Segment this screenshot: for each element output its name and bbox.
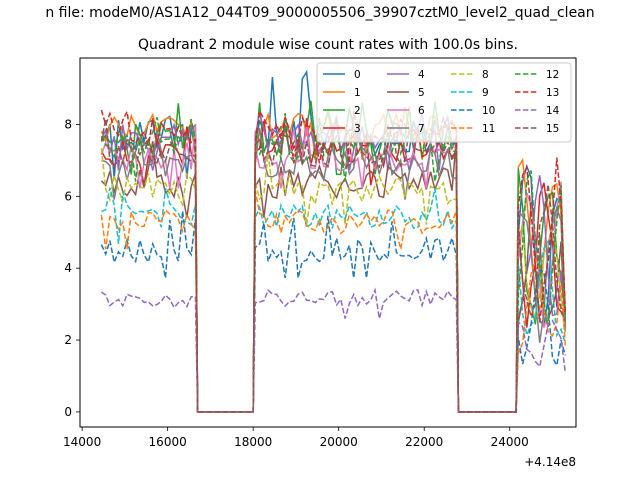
x-tick-label: 20000 [320, 435, 358, 449]
legend-label: 3 [354, 123, 361, 135]
y-tick-label: 8 [64, 117, 72, 131]
series-line-11 [100, 190, 567, 413]
legend-label: 2 [354, 105, 361, 117]
y-tick-label: 0 [64, 405, 72, 419]
legend-label: 6 [418, 105, 425, 117]
x-tick-label: 18000 [234, 435, 272, 449]
y-tick-label: 2 [64, 333, 72, 347]
tick-layer: 14000 16000 18000 20000 22000 24000 0 2 4 6 8 [63, 117, 529, 449]
series-line-12 [100, 113, 567, 413]
legend-label: 0 [354, 69, 361, 81]
series-line-7 [101, 127, 567, 413]
legend-label: 1 [354, 87, 361, 99]
x-tick-label: 16000 [149, 435, 187, 449]
legend-label: 5 [418, 87, 425, 99]
axes-frame [79, 57, 577, 428]
legend-box [316, 62, 572, 143]
series-line-5 [100, 139, 567, 413]
y-tick-label: 4 [64, 261, 72, 275]
legend-label: 4 [418, 69, 425, 81]
legend-label: 14 [546, 105, 560, 117]
figure-suptitle: n file: modeM0/AS1A12_044T09_9000005506_… [45, 5, 594, 21]
legend-label: 10 [482, 105, 495, 117]
y-tick-label: 6 [64, 189, 72, 203]
legend-label: 8 [482, 69, 489, 81]
x-tick-label: 24000 [491, 435, 529, 449]
x-tick-label: 22000 [405, 435, 443, 449]
series-line-8 [100, 148, 567, 413]
x-axis-offset-label: +4.14e8 [524, 455, 576, 469]
legend-label: 7 [418, 123, 425, 135]
chart-title: Quadrant 2 module wise count rates with … [138, 37, 518, 53]
series-line-9 [101, 187, 567, 413]
series-line-10 [100, 211, 567, 413]
legend-label: 15 [546, 123, 559, 135]
x-tick-label: 14000 [63, 435, 101, 449]
legend-label: 9 [482, 87, 489, 99]
legend-label: 12 [546, 69, 559, 81]
legend-label: 11 [482, 123, 495, 135]
series-line-15 [100, 118, 567, 413]
legend-label: 13 [546, 87, 559, 99]
series-line-14 [100, 287, 567, 413]
